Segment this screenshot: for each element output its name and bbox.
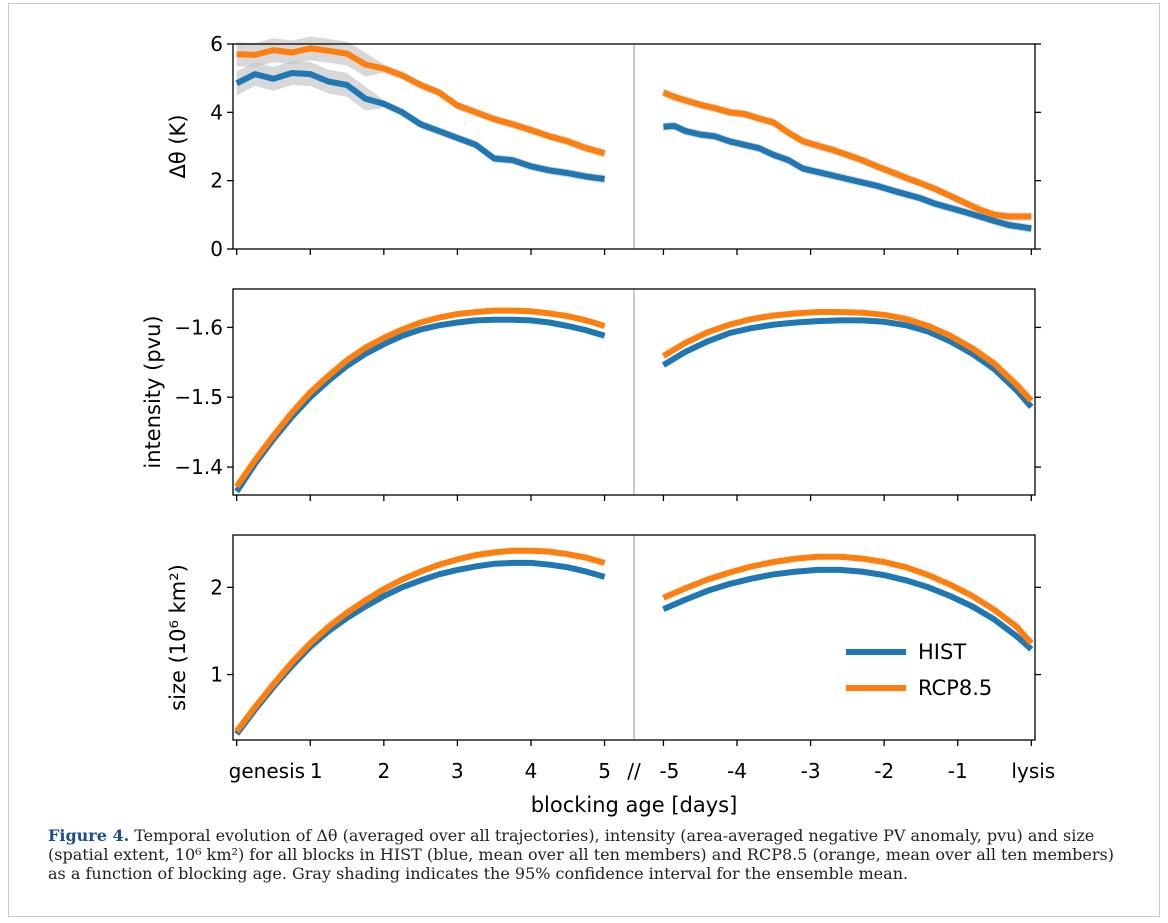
series-line-hist-panel2-seg2	[661, 317, 1034, 409]
series-line-hist-panel1-seg2	[663, 123, 1032, 232]
series-line-rcp85-panel1-seg2	[662, 89, 1032, 220]
series-line-hist-panel3-seg2	[662, 566, 1034, 652]
y-tick-label-panel2: −1.5	[174, 385, 223, 409]
y-tick-label-panel1: 2	[210, 169, 223, 193]
x-tick-label: 3	[451, 759, 464, 783]
y-tick-label-panel1: 0	[210, 237, 223, 261]
series-line-rcp85-panel3-seg1	[234, 547, 606, 734]
x-tick-label: -2	[874, 759, 894, 783]
y-tick-label-panel1: 6	[210, 32, 223, 56]
plot-frame-panel1	[232, 43, 1036, 250]
series-lines	[234, 45, 1034, 736]
series-line-rcp85-panel2-seg1	[234, 307, 606, 489]
legend: HIST RCP8.5	[846, 640, 992, 700]
x-axis-break-mark: //	[627, 759, 641, 783]
x-tick-label: 1	[310, 759, 323, 783]
x-tick-label: -5	[659, 759, 679, 783]
plot-frame-panel3	[232, 534, 1036, 741]
x-tick-label: 2	[377, 759, 390, 783]
series-line-rcp85-panel3-seg2	[662, 553, 1034, 646]
x-tick-label: 4	[525, 759, 538, 783]
y-axis-label-panel2: intensity (pvu)	[141, 315, 165, 468]
x-axis-label: blocking age [days]	[531, 793, 738, 817]
axes	[227, 43, 1041, 746]
series-line-hist-panel2-seg1	[234, 316, 606, 494]
y-tick-label-panel2: −1.4	[174, 455, 223, 479]
y-axis-label-panel3: size (10⁶ km²)	[166, 564, 190, 711]
x-tick-label: -1	[948, 759, 968, 783]
y-axis-label-panel1: Δθ (K)	[166, 114, 190, 178]
caption-label: Figure 4.	[48, 826, 130, 845]
legend-label-hist: HIST	[918, 640, 966, 664]
x-tick-label: genesis	[229, 759, 305, 783]
caption-text: Temporal evolution of Δθ (averaged over …	[48, 826, 1114, 883]
y-tick-label-panel3: 2	[210, 575, 223, 599]
x-tick-label: 5	[598, 759, 611, 783]
y-tick-label-panel2: −1.6	[174, 315, 223, 339]
x-tick-label: -3	[801, 759, 821, 783]
legend-label-rcp85: RCP8.5	[918, 676, 992, 700]
series-line-rcp85-panel2-seg2	[661, 309, 1034, 403]
figure-caption: Figure 4. Temporal evolution of Δθ (aver…	[48, 826, 1128, 883]
series-line-hist-panel3-seg1	[234, 559, 606, 736]
x-tick-label: lysis	[1011, 759, 1055, 783]
plot-frame-panel2	[232, 288, 1036, 496]
x-tick-label: -4	[727, 759, 747, 783]
series-line-rcp85-panel1-seg1	[236, 45, 606, 157]
series-line-hist-panel1-seg1	[235, 70, 605, 182]
figure-frame	[8, 3, 1160, 917]
y-tick-label-panel3: 1	[210, 663, 223, 687]
y-tick-label-panel1: 4	[210, 100, 223, 124]
